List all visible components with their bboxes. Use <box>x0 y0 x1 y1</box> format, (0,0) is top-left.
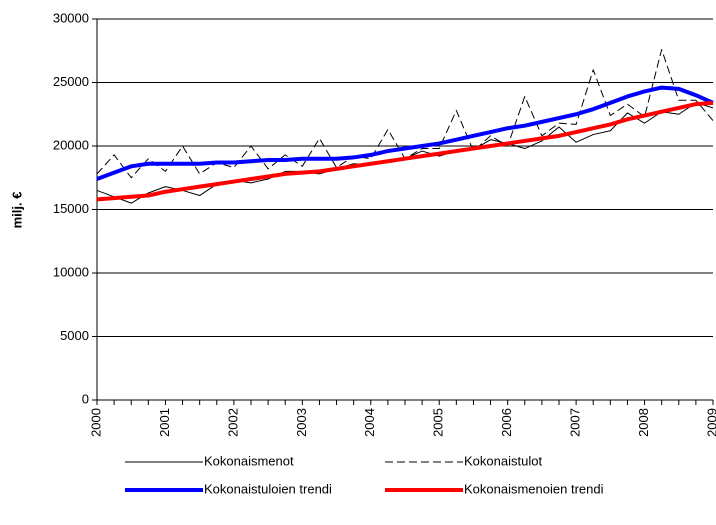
x-tick-label: 2003 <box>294 408 309 437</box>
y-axis-label: milj. € <box>9 192 24 229</box>
y-tick-label: 30000 <box>53 10 89 25</box>
x-tick-label: 2006 <box>499 408 514 437</box>
series-line <box>96 85 714 181</box>
x-tick-label: 2007 <box>568 408 583 437</box>
y-tick-label: 20000 <box>53 137 89 152</box>
x-tick-label: 2009 <box>704 408 716 437</box>
y-tick-label: 25000 <box>53 74 89 89</box>
legend-label: Kokonaismenoien trendi <box>464 481 604 496</box>
x-tick-label: 2002 <box>225 408 240 437</box>
x-tick-label: 2000 <box>88 408 103 437</box>
y-tick-label: 5000 <box>60 328 89 343</box>
x-tick-label: 2004 <box>362 408 377 437</box>
legend-label: Kokonaismenot <box>204 453 294 468</box>
x-tick-label: 2001 <box>157 408 172 437</box>
x-tick-label: 2005 <box>431 408 446 437</box>
series-line <box>96 100 714 202</box>
x-tick-label: 2008 <box>636 408 651 437</box>
y-tick-label: 10000 <box>53 264 89 279</box>
legend-label: Kokonaistulot <box>464 453 542 468</box>
y-tick-label: 15000 <box>53 201 89 216</box>
y-tick-label: 0 <box>82 391 89 406</box>
legend-label: Kokonaistuloien trendi <box>204 481 332 496</box>
